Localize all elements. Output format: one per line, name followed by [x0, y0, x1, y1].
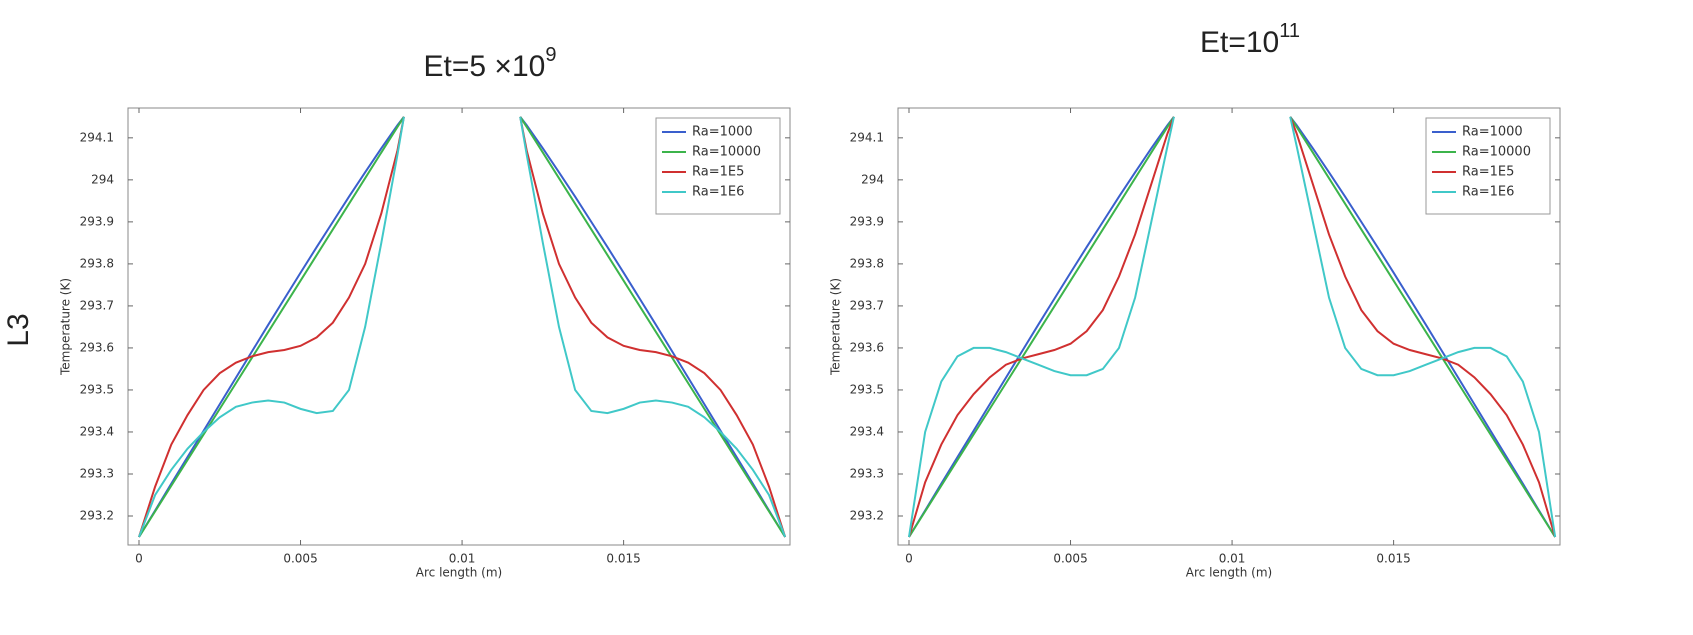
chart-title: Et=1011	[1200, 20, 1300, 59]
y-tick-label: 293.7	[80, 298, 114, 312]
y-tick-label: 293.9	[850, 214, 884, 228]
y-tick-label: 294.1	[850, 130, 884, 144]
plot-frame	[897, 107, 1561, 546]
series-line	[908, 116, 1557, 538]
chart: Et=1011 293.2 293.3 293.4 293.5 293.6 293.7 293…	[829, 20, 1561, 580]
y-tick-label: 293.6	[850, 340, 884, 354]
y-tick-label: 293.5	[80, 382, 114, 396]
y-tick-label: 293.5	[850, 382, 884, 396]
x-axis-label: Arc length (m)	[416, 566, 502, 580]
legend-label: Ra=10000	[692, 145, 761, 160]
y-tick-label: 293.2	[850, 509, 884, 523]
series-line	[138, 116, 787, 538]
series-line	[907, 116, 1557, 538]
x-tick-label: 0.01	[1219, 552, 1246, 566]
y-tick-label: 293.4	[850, 424, 884, 438]
x-tick-label: 0	[905, 552, 913, 566]
x-tick-label: 0.015	[606, 552, 640, 566]
y-tick-label: 293.8	[80, 256, 114, 270]
title-exponent: 11	[1279, 20, 1300, 42]
series-line	[138, 116, 786, 538]
legend-label: Ra=1000	[1462, 125, 1523, 140]
row-label: L3	[2, 313, 35, 346]
legend-label: Ra=1E5	[1462, 165, 1514, 180]
chart: Et=5 ×109 293.2 293.3 293.4 293.5 293.6 293.7 2…	[59, 44, 791, 580]
x-tick-label: 0.015	[1376, 552, 1410, 566]
legend-label: Ra=10000	[1462, 145, 1531, 160]
series-line	[908, 116, 1557, 538]
x-tick-label: 0.01	[449, 552, 476, 566]
series-line	[138, 116, 787, 538]
series-line	[138, 116, 787, 538]
plot-frame	[127, 107, 791, 546]
legend-box	[655, 117, 781, 215]
y-tick-label: 294	[861, 172, 884, 186]
title-exponent: 9	[545, 44, 556, 66]
y-tick-label: 294	[91, 172, 114, 186]
y-tick-label: 293.9	[80, 214, 114, 228]
x-tick-label: 0	[135, 552, 143, 566]
title-base: Et=10	[1200, 26, 1279, 59]
y-tick-label: 293.4	[80, 424, 114, 438]
y-tick-label: 293.7	[850, 298, 884, 312]
legend-label: Ra=1000	[692, 125, 753, 140]
y-tick-label: 293.2	[80, 509, 114, 523]
title-base: Et=5 ×10	[424, 50, 546, 83]
chart-title: Et=5 ×109	[424, 44, 557, 83]
x-tick-label: 0.005	[283, 552, 317, 566]
y-tick-label: 293.8	[850, 256, 884, 270]
x-tick-label: 0.005	[1053, 552, 1087, 566]
y-axis-label: Temperature (K)	[829, 278, 843, 376]
legend-label: Ra=1E6	[692, 185, 744, 200]
y-tick-label: 294.1	[80, 130, 114, 144]
y-tick-label: 293.6	[80, 340, 114, 354]
series-line	[908, 116, 1556, 538]
legend-label: Ra=1E6	[1462, 185, 1514, 200]
y-axis-label: Temperature (K)	[59, 278, 73, 376]
y-tick-label: 293.3	[80, 466, 114, 480]
x-axis-label: Arc length (m)	[1186, 566, 1272, 580]
y-tick-label: 293.3	[850, 466, 884, 480]
legend-box	[1425, 117, 1551, 215]
legend-label: Ra=1E5	[692, 165, 744, 180]
